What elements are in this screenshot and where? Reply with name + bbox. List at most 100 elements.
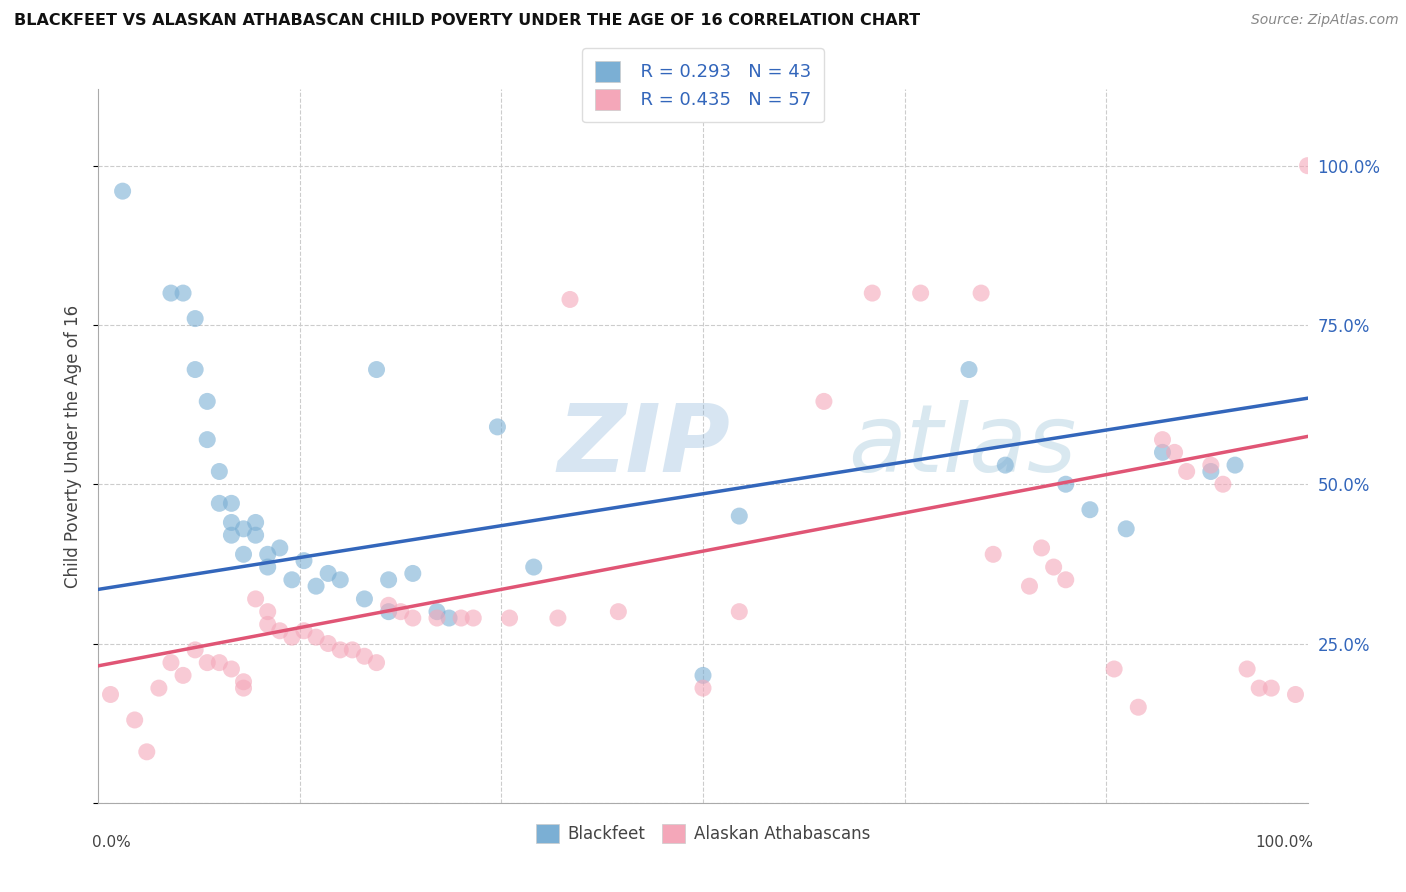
Point bbox=[377, 605, 399, 619]
Point bbox=[221, 662, 243, 676]
Point bbox=[305, 630, 328, 644]
Point bbox=[994, 458, 1017, 472]
Point bbox=[728, 509, 751, 524]
Point bbox=[366, 656, 388, 670]
Point bbox=[957, 362, 980, 376]
Point bbox=[184, 311, 207, 326]
Point bbox=[1078, 502, 1101, 516]
Point bbox=[208, 496, 231, 510]
Point bbox=[377, 599, 399, 613]
Point bbox=[692, 668, 714, 682]
Point bbox=[256, 560, 278, 574]
Point bbox=[1175, 465, 1198, 479]
Point bbox=[377, 573, 399, 587]
Point bbox=[353, 591, 375, 606]
Point bbox=[1102, 662, 1125, 676]
Text: 100.0%: 100.0% bbox=[1256, 835, 1313, 850]
Point bbox=[366, 362, 388, 376]
Point bbox=[1236, 662, 1258, 676]
Point bbox=[1128, 700, 1150, 714]
Point bbox=[160, 656, 183, 670]
Point bbox=[195, 433, 218, 447]
Point bbox=[232, 674, 254, 689]
Point bbox=[124, 713, 146, 727]
Point bbox=[329, 573, 352, 587]
Point bbox=[245, 528, 267, 542]
Point bbox=[316, 566, 339, 581]
Point bbox=[450, 611, 472, 625]
Point bbox=[195, 394, 218, 409]
Point bbox=[981, 547, 1004, 561]
Point bbox=[910, 286, 932, 301]
Point bbox=[281, 630, 304, 644]
Point bbox=[184, 362, 207, 376]
Point bbox=[184, 643, 207, 657]
Point bbox=[1284, 688, 1306, 702]
Point bbox=[1199, 458, 1222, 472]
Point bbox=[316, 636, 339, 650]
Point bbox=[692, 681, 714, 695]
Point bbox=[100, 688, 122, 702]
Point bbox=[523, 560, 546, 574]
Text: Source: ZipAtlas.com: Source: ZipAtlas.com bbox=[1251, 13, 1399, 28]
Point bbox=[1152, 445, 1174, 459]
Point bbox=[256, 605, 278, 619]
Point bbox=[256, 617, 278, 632]
Point bbox=[1249, 681, 1271, 695]
Text: ZIP: ZIP bbox=[558, 400, 731, 492]
Point bbox=[1296, 159, 1319, 173]
Point bbox=[1223, 458, 1246, 472]
Point bbox=[353, 649, 375, 664]
Point bbox=[463, 611, 485, 625]
Point bbox=[305, 579, 328, 593]
Y-axis label: Child Poverty Under the Age of 16: Child Poverty Under the Age of 16 bbox=[65, 304, 83, 588]
Point bbox=[1163, 445, 1185, 459]
Point bbox=[389, 605, 412, 619]
Text: 0.0%: 0.0% bbox=[93, 835, 131, 850]
Point bbox=[860, 286, 883, 301]
Point bbox=[402, 611, 425, 625]
Point bbox=[292, 624, 315, 638]
Point bbox=[245, 591, 267, 606]
Point bbox=[1212, 477, 1234, 491]
Text: BLACKFEET VS ALASKAN ATHABASCAN CHILD POVERTY UNDER THE AGE OF 16 CORRELATION CH: BLACKFEET VS ALASKAN ATHABASCAN CHILD PO… bbox=[14, 13, 920, 29]
Point bbox=[281, 573, 304, 587]
Point bbox=[728, 605, 751, 619]
Point bbox=[1054, 477, 1077, 491]
Point bbox=[256, 547, 278, 561]
Point bbox=[292, 554, 315, 568]
Point bbox=[1115, 522, 1137, 536]
Point bbox=[245, 516, 267, 530]
Point bbox=[813, 394, 835, 409]
Point bbox=[172, 286, 194, 301]
Point bbox=[1018, 579, 1040, 593]
Point bbox=[486, 420, 509, 434]
Point bbox=[547, 611, 569, 625]
Point bbox=[1152, 433, 1174, 447]
Point bbox=[1054, 573, 1077, 587]
Text: atlas: atlas bbox=[848, 401, 1077, 491]
Point bbox=[195, 656, 218, 670]
Point bbox=[426, 611, 449, 625]
Point bbox=[269, 541, 291, 555]
Point bbox=[172, 668, 194, 682]
Point bbox=[437, 611, 460, 625]
Point bbox=[498, 611, 520, 625]
Point bbox=[607, 605, 630, 619]
Point bbox=[111, 184, 134, 198]
Point bbox=[208, 656, 231, 670]
Point bbox=[970, 286, 993, 301]
Point bbox=[426, 605, 449, 619]
Point bbox=[221, 528, 243, 542]
Point bbox=[232, 681, 254, 695]
Point bbox=[160, 286, 183, 301]
Point bbox=[402, 566, 425, 581]
Point bbox=[1031, 541, 1053, 555]
Point bbox=[269, 624, 291, 638]
Point bbox=[329, 643, 352, 657]
Point bbox=[221, 496, 243, 510]
Point bbox=[232, 547, 254, 561]
Point bbox=[342, 643, 364, 657]
Point bbox=[135, 745, 157, 759]
Point bbox=[148, 681, 170, 695]
